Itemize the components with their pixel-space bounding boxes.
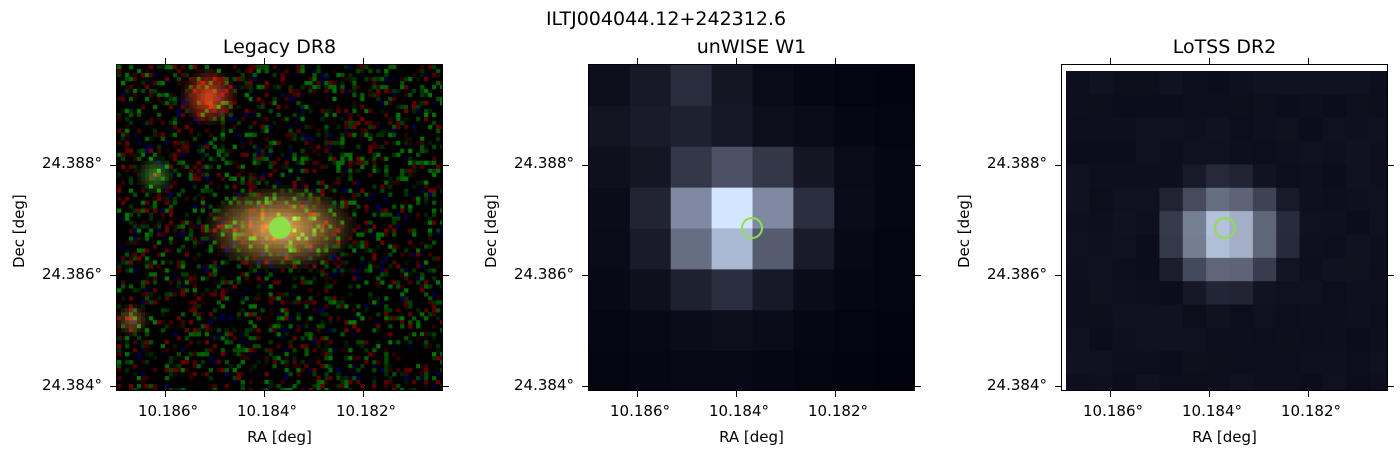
y-tick-mark [1388, 386, 1394, 387]
source-marker [741, 217, 763, 239]
y-tick-mark [915, 165, 921, 166]
y-axis-label: Dec [deg] [10, 194, 28, 268]
figure-title: ILTJ004044.12+242312.6 [545, 8, 787, 30]
ytick-label: 24.388° [42, 154, 102, 172]
x-tick-mark [835, 391, 836, 397]
y-tick-mark [915, 386, 921, 387]
y-tick-mark [1055, 165, 1061, 166]
x-tick-mark [637, 391, 638, 397]
xtick-label: 10.186° [138, 402, 198, 420]
y-tick-mark [443, 275, 449, 276]
ytick-label: 24.388° [987, 154, 1047, 172]
y-tick-mark [443, 165, 449, 166]
x-tick-mark [165, 391, 166, 397]
y-tick-mark [1388, 275, 1394, 276]
y-axis-label: Dec [deg] [955, 194, 973, 268]
y-tick-mark [1055, 275, 1061, 276]
ytick-label: 24.386° [514, 265, 574, 283]
y-tick-mark [582, 165, 588, 166]
x-tick-mark [835, 58, 836, 64]
x-tick-mark [1110, 58, 1111, 64]
x-tick-mark [264, 391, 265, 397]
xtick-label: 10.184° [237, 402, 297, 420]
panel-unwise: unWISE W1 24.388° 24.386° 24.384° 10.186… [472, 0, 932, 458]
lotss-dr2-image [1062, 65, 1387, 390]
y-tick-mark [582, 386, 588, 387]
y-tick-mark [915, 275, 921, 276]
ytick-label: 24.384° [514, 376, 574, 394]
unwise-w1-image [589, 65, 914, 390]
x-tick-mark [264, 58, 265, 64]
unwise-image [588, 64, 915, 391]
panel-lotss: LoTSS DR2 24.388° 24.386° 24.384° 10.186… [945, 0, 1400, 458]
xtick-label: 10.184° [709, 402, 769, 420]
legacy-image [116, 64, 443, 391]
x-tick-mark [1209, 391, 1210, 397]
x-tick-mark [363, 391, 364, 397]
xtick-label: 10.182° [808, 402, 868, 420]
panel-title: unWISE W1 [696, 36, 807, 58]
y-tick-mark [110, 386, 116, 387]
panel-legacy: Legacy DR8 24.388° 24.386° 24.384° 10.18… [0, 0, 460, 458]
x-tick-mark [165, 58, 166, 64]
x-axis-label: RA [deg] [1192, 428, 1257, 446]
xtick-label: 10.186° [610, 402, 670, 420]
x-tick-mark [1110, 391, 1111, 397]
source-marker [1214, 217, 1236, 239]
x-axis-label: RA [deg] [719, 428, 784, 446]
x-tick-mark [1209, 58, 1210, 64]
ytick-label: 24.384° [42, 376, 102, 394]
source-marker [269, 217, 291, 239]
y-axis-label: Dec [deg] [482, 194, 500, 268]
y-tick-mark [443, 386, 449, 387]
x-tick-mark [637, 58, 638, 64]
y-tick-mark [582, 275, 588, 276]
ytick-label: 24.386° [987, 265, 1047, 283]
panel-title: Legacy DR8 [222, 36, 337, 58]
xtick-label: 10.184° [1182, 402, 1242, 420]
panel-title: LoTSS DR2 [1172, 36, 1277, 58]
ytick-label: 24.388° [514, 154, 574, 172]
x-tick-mark [1308, 391, 1309, 397]
x-tick-mark [1308, 58, 1309, 64]
y-tick-mark [110, 275, 116, 276]
x-tick-mark [736, 391, 737, 397]
y-tick-mark [1388, 165, 1394, 166]
ytick-label: 24.384° [987, 376, 1047, 394]
y-tick-mark [1055, 386, 1061, 387]
xtick-label: 10.182° [336, 402, 396, 420]
x-axis-label: RA [deg] [247, 428, 312, 446]
lotss-image [1061, 64, 1388, 391]
xtick-label: 10.186° [1083, 402, 1143, 420]
x-tick-mark [363, 58, 364, 64]
ytick-label: 24.386° [42, 265, 102, 283]
x-tick-mark [736, 58, 737, 64]
xtick-label: 10.182° [1281, 402, 1341, 420]
y-tick-mark [110, 165, 116, 166]
legacy-rgb-image [117, 65, 442, 390]
